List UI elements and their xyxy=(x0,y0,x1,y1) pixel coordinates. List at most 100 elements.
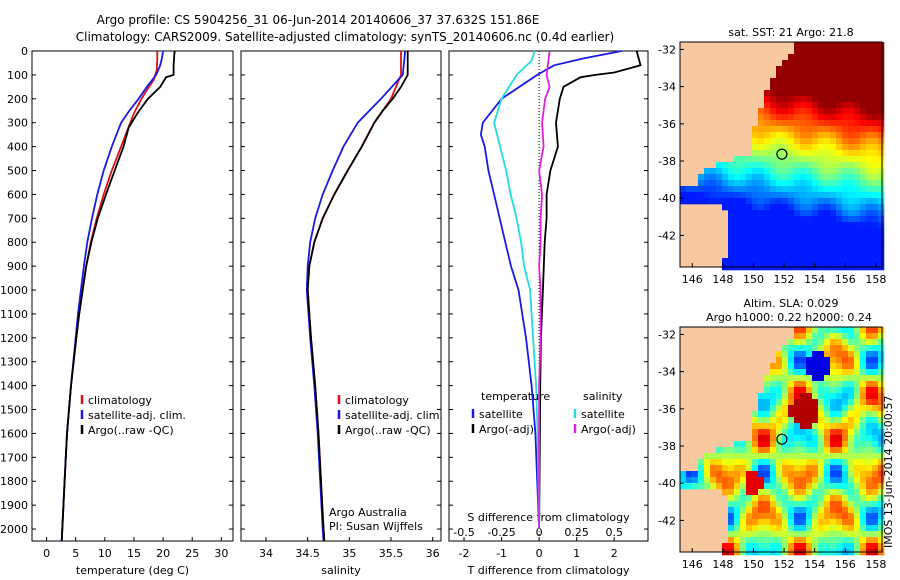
map-cell xyxy=(824,393,831,400)
x-tick-label: 34 xyxy=(259,547,273,560)
map-cell xyxy=(800,72,807,79)
lat-tick-label: -42 xyxy=(658,229,676,242)
map-cell xyxy=(830,138,837,145)
map-cell xyxy=(854,543,861,550)
map-cell xyxy=(782,501,789,508)
map-cell xyxy=(848,489,855,496)
map-cell xyxy=(770,369,777,376)
map-cell xyxy=(800,48,807,55)
map-cell xyxy=(830,78,837,85)
map-cell xyxy=(716,453,723,460)
map-cell xyxy=(872,507,879,514)
map-cell xyxy=(740,543,747,550)
map-cell xyxy=(860,162,867,169)
map-cell xyxy=(836,144,843,151)
map-cell xyxy=(842,96,849,103)
map-cell xyxy=(878,525,885,532)
map-cell xyxy=(794,531,801,538)
map-cell xyxy=(860,441,867,448)
map-cell xyxy=(836,531,843,538)
map-cell xyxy=(740,240,747,247)
map-cell xyxy=(812,144,819,151)
map-cell xyxy=(776,357,783,364)
map-cell xyxy=(854,186,861,193)
map-cell xyxy=(692,186,699,193)
legend-label: satellite xyxy=(479,408,523,421)
map-cell xyxy=(734,531,741,538)
map-cell xyxy=(878,96,885,103)
lon-tick-label: 158 xyxy=(865,273,886,286)
map-cell xyxy=(830,204,837,211)
map-cell xyxy=(836,54,843,61)
map-cell xyxy=(866,459,873,466)
map-cell xyxy=(824,66,831,73)
map-cell xyxy=(842,351,849,358)
map-cell xyxy=(806,339,813,346)
map-cell xyxy=(866,72,873,79)
depth-tick-label: 1600 xyxy=(0,427,28,440)
map-cell xyxy=(794,525,801,532)
map-cell xyxy=(788,228,795,235)
map-cell xyxy=(812,258,819,265)
map-cell xyxy=(830,108,837,115)
map-cell xyxy=(872,441,879,448)
map-cell xyxy=(824,192,831,199)
map-cell xyxy=(866,96,873,103)
map-cell xyxy=(818,447,825,454)
map-cell xyxy=(878,453,885,460)
map-cell xyxy=(782,84,789,91)
map-cell xyxy=(758,393,765,400)
map-cell xyxy=(842,477,849,484)
map-cell xyxy=(740,174,747,181)
map-cell xyxy=(860,66,867,73)
map-cell xyxy=(842,132,849,139)
map-cell xyxy=(800,228,807,235)
map-cell xyxy=(824,429,831,436)
map-cell xyxy=(776,531,783,538)
map-cell xyxy=(752,252,759,259)
map-frame xyxy=(679,41,883,268)
map-cell xyxy=(734,489,741,496)
map-cell xyxy=(794,78,801,85)
map-cell xyxy=(794,54,801,61)
map-cell xyxy=(782,126,789,133)
map-cell xyxy=(680,186,687,193)
map-cell xyxy=(878,369,885,376)
lat-tick-label: -32 xyxy=(658,43,676,56)
map-cell xyxy=(848,381,855,388)
map-cell xyxy=(800,393,807,400)
map-cell xyxy=(764,168,771,175)
map-cell xyxy=(842,441,849,448)
map-cell xyxy=(794,156,801,163)
map-cell xyxy=(782,399,789,406)
map-cell xyxy=(878,66,885,73)
map-cell xyxy=(824,441,831,448)
map-cell xyxy=(698,180,705,187)
map-cell xyxy=(824,477,831,484)
map-cell xyxy=(782,210,789,217)
map-cell xyxy=(878,126,885,133)
map-cell xyxy=(818,258,825,265)
map-cell xyxy=(806,441,813,448)
map-cell xyxy=(842,102,849,109)
map-cell xyxy=(860,453,867,460)
map-cell xyxy=(794,339,801,346)
x-tick-label: 20 xyxy=(156,547,170,560)
map-cell xyxy=(722,489,729,496)
map-cell xyxy=(758,186,765,193)
map-cell xyxy=(842,126,849,133)
map-cell xyxy=(746,186,753,193)
map-cell xyxy=(842,537,849,544)
map-cell xyxy=(836,72,843,79)
map-cell xyxy=(764,495,771,502)
map-cell xyxy=(806,387,813,394)
map-cell xyxy=(818,186,825,193)
map-cell xyxy=(854,345,861,352)
series-line xyxy=(538,50,551,529)
map-cell xyxy=(758,174,765,181)
map-cell xyxy=(734,252,741,259)
map-cell xyxy=(878,72,885,79)
map-cell xyxy=(728,531,735,538)
map-cell xyxy=(860,471,867,478)
map-cell xyxy=(866,471,873,478)
